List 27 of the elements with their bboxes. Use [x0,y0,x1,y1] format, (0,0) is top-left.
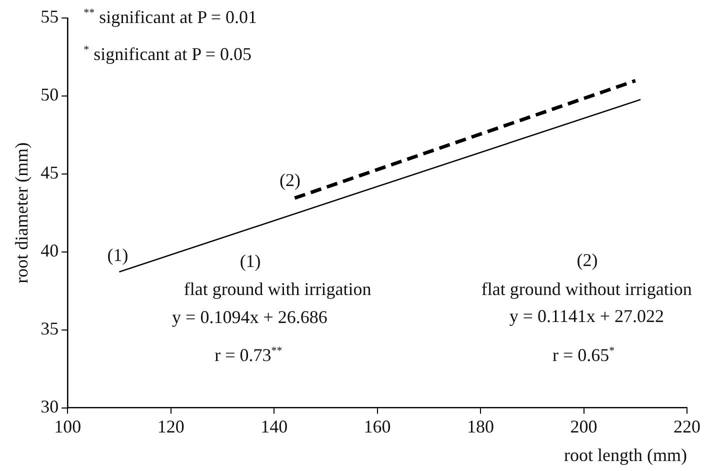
annotation: (1) [240,251,261,272]
x-tick-label: 220 [674,416,700,436]
y-axis-title: root diameter (mm) [12,142,32,284]
annotation: (2) [279,170,300,190]
annotation: r = 0.73$^{**}$ [214,344,282,365]
annotation: y = 0.1094x + 26.686 [172,307,328,328]
annotation: y = 0.1141x + 27.022 [509,306,664,326]
annotation: flat ground with irrigation [184,279,372,300]
y-tick-label: 45 [40,162,59,183]
x-tick-label: 160 [364,416,391,436]
annotation: $^{**}$ significant at P = 0.01 [84,7,258,27]
annotation: r = 0.65$^{*}$ [552,344,615,365]
x-tick-label: 180 [467,416,494,436]
annotation: (2) [576,250,598,270]
annotation: (1) [107,244,128,265]
x-tick-label: 100 [54,416,82,436]
x-tick-label: 200 [570,416,598,436]
x-tick-label: 120 [157,416,184,436]
y-tick-label: 40 [40,240,59,261]
y-tick-label: 30 [40,396,59,417]
annotation: $^{*}$ significant at P = 0.05 [84,44,252,64]
x-axis-title: root length (mm) [564,444,687,465]
y-tick-label: 35 [40,318,59,339]
annotation: flat ground without irrigation [481,279,692,300]
y-tick-label: 50 [40,84,59,105]
y-tick-label: 55 [40,6,59,27]
x-tick-label: 140 [260,416,288,436]
